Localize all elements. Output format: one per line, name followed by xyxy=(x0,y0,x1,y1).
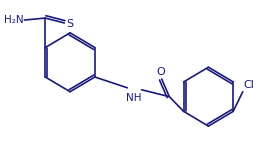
Text: O: O xyxy=(156,67,165,77)
Text: S: S xyxy=(66,19,73,29)
Text: NH: NH xyxy=(126,93,142,103)
Text: H₂N: H₂N xyxy=(4,15,23,25)
Text: Cl: Cl xyxy=(244,80,255,90)
